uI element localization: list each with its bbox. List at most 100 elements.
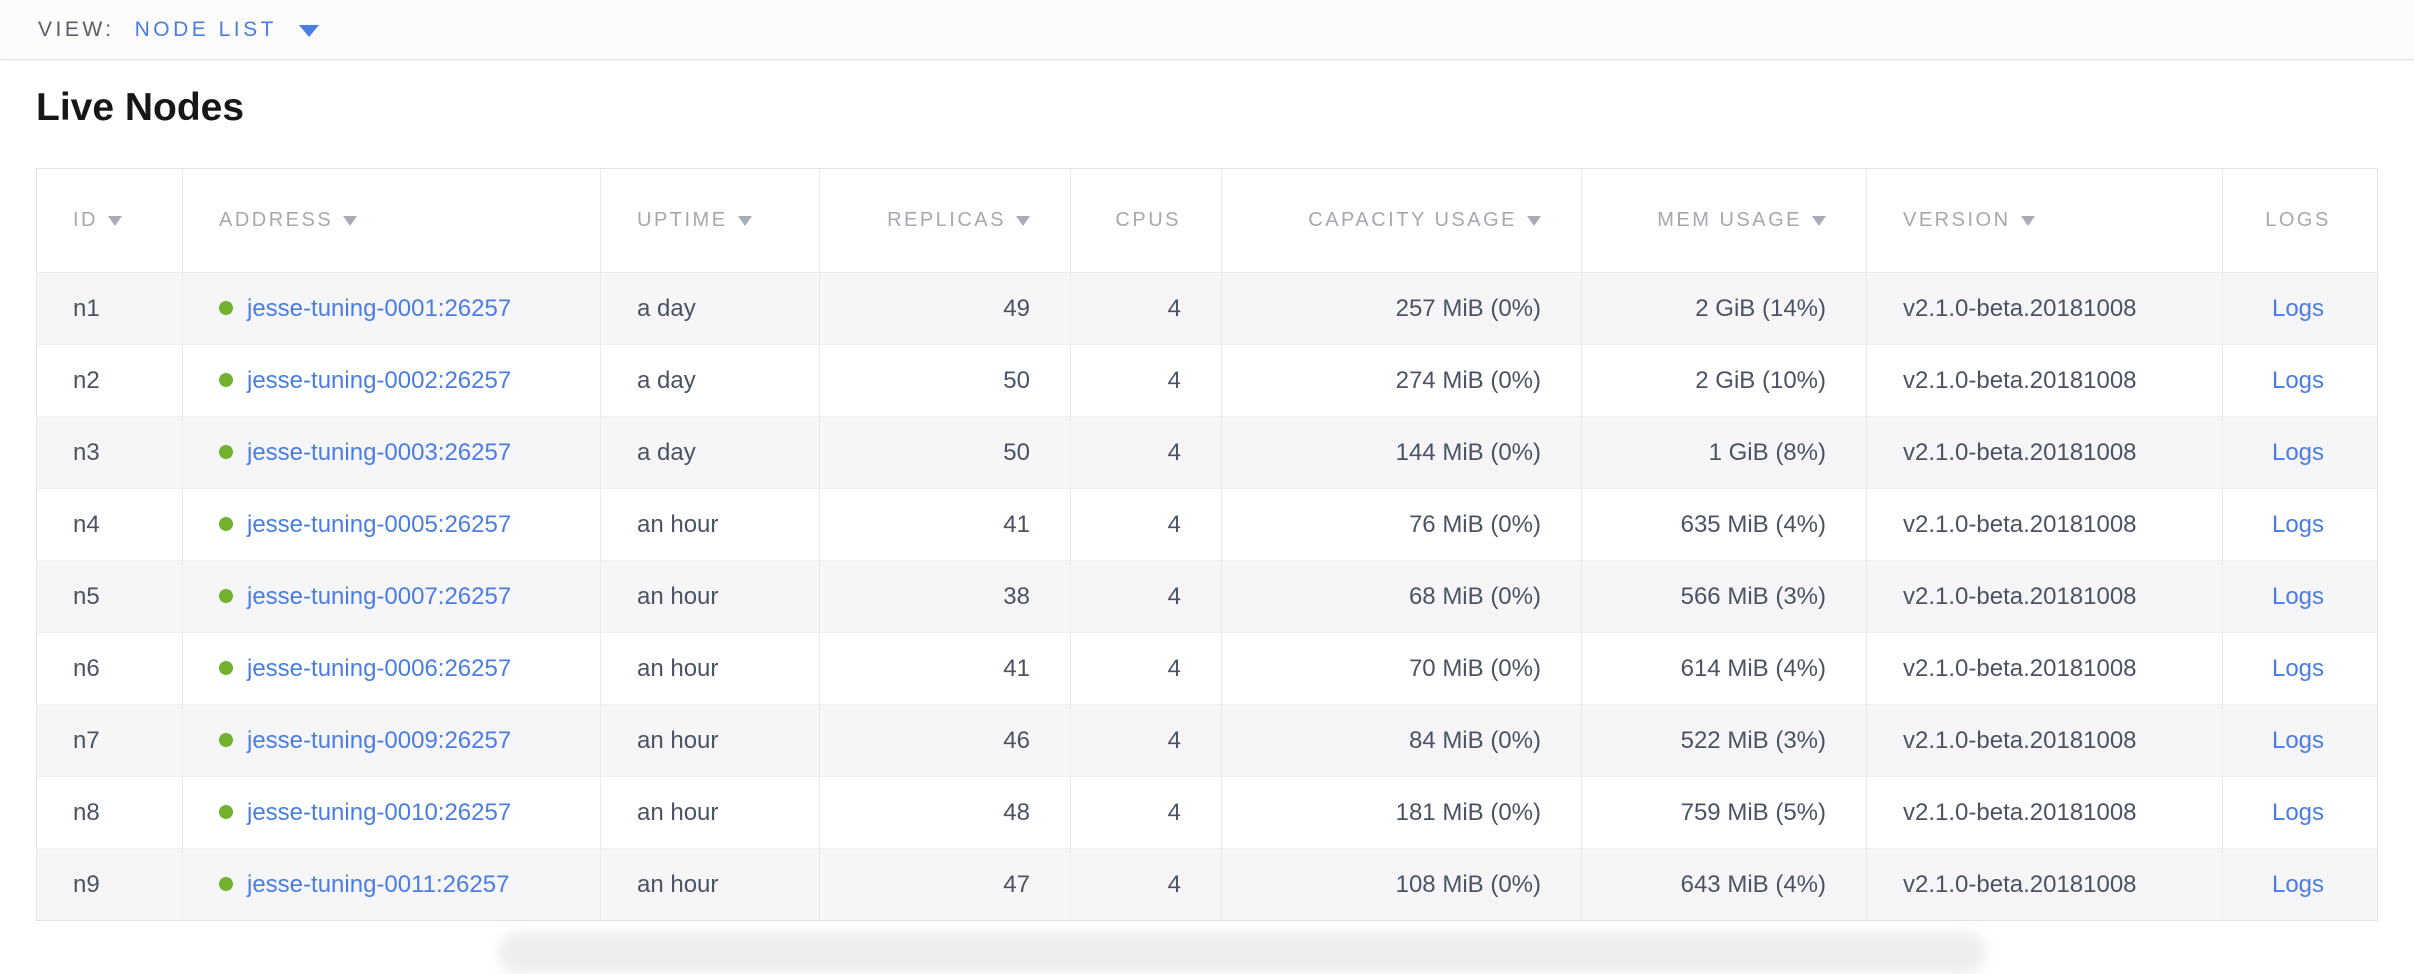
table-row: n6 jesse-tuning-0006:26257 an hour 41 4 …	[36, 632, 2378, 705]
table-row: n2 jesse-tuning-0002:26257 a day 50 4 27…	[36, 344, 2378, 417]
column-header-version[interactable]: VERSION	[1866, 168, 2223, 273]
logs-cell: Logs	[2222, 488, 2378, 561]
capacity-usage-cell: 70 MiB (0%)	[1221, 632, 1582, 705]
replicas-cell: 50	[819, 344, 1071, 417]
uptime-cell: an hour	[600, 848, 820, 921]
replicas-cell: 38	[819, 560, 1071, 633]
column-header-mem-usage[interactable]: MEM USAGE	[1581, 168, 1867, 273]
column-header-label: ADDRESS	[219, 209, 334, 231]
mem-usage-cell: 759 MiB (5%)	[1581, 776, 1867, 849]
logs-cell: Logs	[2222, 272, 2378, 345]
node-address-link[interactable]: jesse-tuning-0002:26257	[247, 366, 512, 394]
logs-cell: Logs	[2222, 848, 2378, 921]
logs-link[interactable]: Logs	[2271, 510, 2325, 538]
capacity-usage-cell: 274 MiB (0%)	[1221, 344, 1582, 417]
table-body: n1 jesse-tuning-0001:26257 a day 49 4 25…	[36, 272, 2378, 921]
column-header-logs: LOGS	[2222, 168, 2378, 273]
logs-link[interactable]: Logs	[2271, 438, 2325, 466]
column-header-label: ID	[73, 209, 98, 231]
node-address-link[interactable]: jesse-tuning-0007:26257	[247, 582, 512, 610]
table-row: n8 jesse-tuning-0010:26257 an hour 48 4 …	[36, 776, 2378, 849]
node-address-link[interactable]: jesse-tuning-0010:26257	[247, 798, 512, 826]
mem-usage-cell: 2 GiB (10%)	[1581, 344, 1867, 417]
version-cell: v2.1.0-beta.20181008	[1866, 416, 2223, 489]
node-live-status-icon	[219, 588, 233, 603]
chevron-down-icon	[298, 24, 319, 37]
table-row: n7 jesse-tuning-0009:26257 an hour 46 4 …	[36, 704, 2378, 777]
table-row: n9 jesse-tuning-0011:26257 an hour 47 4 …	[36, 848, 2378, 921]
table-header-row: ID ADDRESS UPTIME REPLICAS CPUS CAPACITY…	[36, 168, 2378, 273]
node-live-status-icon	[219, 444, 233, 459]
replicas-cell: 46	[819, 704, 1071, 777]
logs-link[interactable]: Logs	[2271, 582, 2325, 610]
capacity-usage-cell: 68 MiB (0%)	[1221, 560, 1582, 633]
view-label: VIEW:	[38, 17, 115, 41]
uptime-cell: a day	[600, 344, 820, 417]
column-header-replicas[interactable]: REPLICAS	[819, 168, 1071, 273]
uptime-cell: an hour	[600, 704, 820, 777]
node-address-cell: jesse-tuning-0010:26257	[182, 776, 601, 849]
cpus-cell: 4	[1070, 488, 1222, 561]
node-live-status-icon	[219, 660, 233, 675]
column-header-label: UPTIME	[637, 209, 728, 231]
node-address-cell: jesse-tuning-0006:26257	[182, 632, 601, 705]
node-live-status-icon	[219, 804, 233, 819]
node-address-link[interactable]: jesse-tuning-0009:26257	[247, 726, 512, 754]
view-toolbar: VIEW: NODE LIST	[0, 0, 2414, 60]
column-header-label: CAPACITY USAGE	[1308, 209, 1517, 231]
node-address-cell: jesse-tuning-0003:26257	[182, 416, 601, 489]
replicas-cell: 47	[819, 848, 1071, 921]
node-live-status-icon	[219, 300, 233, 315]
logs-link[interactable]: Logs	[2271, 294, 2325, 322]
column-header-label: REPLICAS	[887, 209, 1006, 231]
node-id-cell: n6	[36, 632, 183, 705]
node-id-cell: n4	[36, 488, 183, 561]
node-id-cell: n7	[36, 704, 183, 777]
logs-cell: Logs	[2222, 560, 2378, 633]
capacity-usage-cell: 181 MiB (0%)	[1221, 776, 1582, 849]
logs-link[interactable]: Logs	[2271, 870, 2325, 898]
logs-link[interactable]: Logs	[2271, 654, 2325, 682]
node-address-link[interactable]: jesse-tuning-0005:26257	[247, 510, 512, 538]
mem-usage-cell: 522 MiB (3%)	[1581, 704, 1867, 777]
node-live-status-icon	[219, 372, 233, 387]
column-header-address[interactable]: ADDRESS	[182, 168, 601, 273]
mem-usage-cell: 643 MiB (4%)	[1581, 848, 1867, 921]
node-address-cell: jesse-tuning-0002:26257	[182, 344, 601, 417]
table-row: n5 jesse-tuning-0007:26257 an hour 38 4 …	[36, 560, 2378, 633]
node-id-cell: n9	[36, 848, 183, 921]
capacity-usage-cell: 84 MiB (0%)	[1221, 704, 1582, 777]
view-selector-dropdown[interactable]: NODE LIST	[135, 18, 319, 42]
logs-link[interactable]: Logs	[2271, 366, 2325, 394]
logs-cell: Logs	[2222, 632, 2378, 705]
mem-usage-cell: 635 MiB (4%)	[1581, 488, 1867, 561]
column-header-uptime[interactable]: UPTIME	[600, 168, 820, 273]
node-address-link[interactable]: jesse-tuning-0011:26257	[247, 870, 510, 898]
sort-desc-icon	[1812, 216, 1826, 226]
node-address-link[interactable]: jesse-tuning-0006:26257	[247, 654, 512, 682]
cpus-cell: 4	[1070, 632, 1222, 705]
node-address-link[interactable]: jesse-tuning-0001:26257	[247, 294, 512, 322]
sort-desc-icon	[343, 216, 358, 226]
mem-usage-cell: 2 GiB (14%)	[1581, 272, 1867, 345]
sort-desc-icon	[1016, 216, 1030, 226]
node-address-cell: jesse-tuning-0011:26257	[182, 848, 601, 921]
column-header-id[interactable]: ID	[36, 168, 183, 273]
column-header-capacity-usage[interactable]: CAPACITY USAGE	[1221, 168, 1582, 273]
node-live-status-icon	[219, 516, 233, 531]
node-address-cell: jesse-tuning-0001:26257	[182, 272, 601, 345]
logs-link[interactable]: Logs	[2271, 726, 2325, 754]
next-section-scroll-shadow	[498, 932, 1986, 974]
node-address-cell: jesse-tuning-0007:26257	[182, 560, 601, 633]
capacity-usage-cell: 257 MiB (0%)	[1221, 272, 1582, 345]
column-header-cpus: CPUS	[1070, 168, 1222, 273]
version-cell: v2.1.0-beta.20181008	[1866, 344, 2223, 417]
node-id-cell: n1	[36, 272, 183, 345]
column-header-label: VERSION	[1903, 209, 2011, 231]
node-address-link[interactable]: jesse-tuning-0003:26257	[247, 438, 512, 466]
replicas-cell: 41	[819, 632, 1071, 705]
live-nodes-table: ID ADDRESS UPTIME REPLICAS CPUS CAPACITY…	[36, 168, 2378, 921]
logs-link[interactable]: Logs	[2271, 798, 2325, 826]
version-cell: v2.1.0-beta.20181008	[1866, 704, 2223, 777]
view-selector-value: NODE LIST	[134, 17, 277, 41]
